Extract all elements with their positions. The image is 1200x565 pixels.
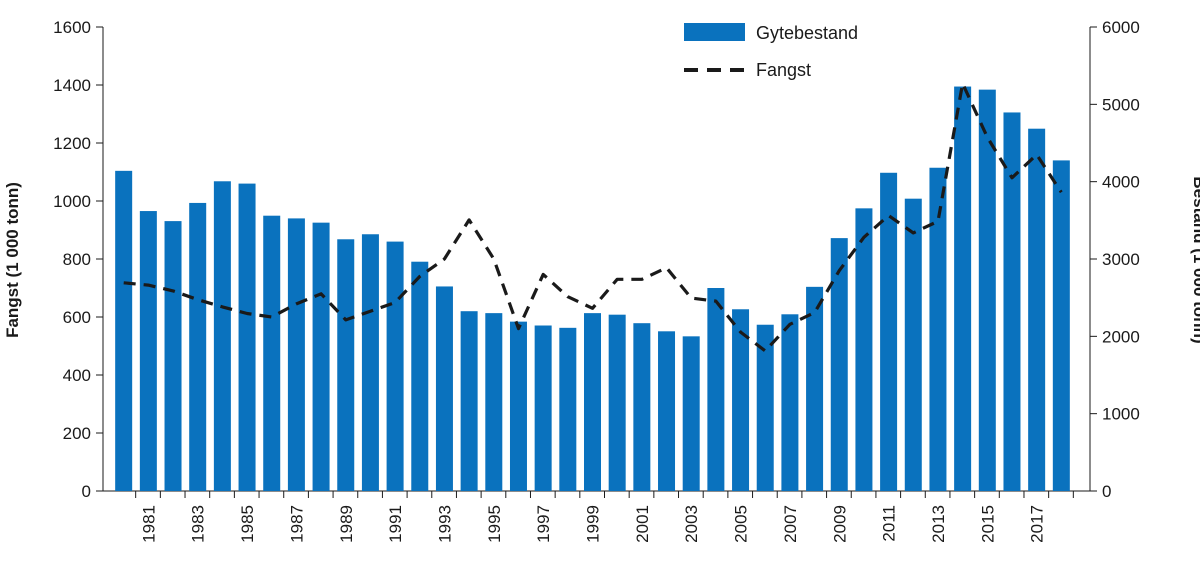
left-tick-label: 1600	[53, 18, 91, 37]
bar-gytebestand	[707, 288, 725, 491]
x-tick-label: 2007	[781, 505, 800, 543]
right-tick-label: 6000	[1102, 18, 1140, 37]
x-tick-label: 2017	[1028, 505, 1047, 543]
bar-gytebestand	[213, 181, 231, 491]
right-tick-label: 0	[1102, 482, 1111, 501]
x-tick-label: 1997	[534, 505, 553, 543]
bar-gytebestand	[978, 89, 996, 491]
bar-gytebestand	[139, 211, 157, 491]
bar-gytebestand	[435, 286, 453, 491]
x-axis: 1981 1983 1985 1987 1989 1991 1993 1995 1997 1999…	[103, 490, 1090, 543]
right-tick-label: 4000	[1102, 173, 1140, 192]
bar-gytebestand	[189, 202, 207, 491]
bar-gytebestand	[830, 238, 848, 491]
right-axis: 0 1000 2000 3000 4000 5000 6000	[1089, 18, 1140, 501]
line-fangst-path	[123, 81, 1063, 353]
left-tick-label: 600	[63, 308, 91, 327]
bar-gytebestand	[1003, 112, 1021, 491]
bar-gytebestand	[633, 323, 651, 491]
bar-gytebestand	[1052, 160, 1070, 491]
x-tick-label: 1987	[287, 505, 306, 543]
bar-gytebestand	[658, 331, 676, 491]
bar-gytebestand	[855, 208, 873, 491]
bar-gytebestand	[608, 314, 626, 491]
left-tick-label: 1400	[53, 76, 91, 95]
left-axis-title: Fangst (1 000 tonn)	[3, 182, 22, 338]
x-tick-label: 1995	[485, 505, 504, 543]
x-tick-label: 1999	[584, 505, 603, 543]
bar-gytebestand	[312, 222, 330, 492]
bar-gytebestand	[534, 325, 552, 491]
bar-gytebestand	[732, 309, 750, 491]
x-tick-label: 1981	[139, 505, 158, 543]
x-tick-label: 2015	[978, 505, 997, 543]
x-tick-label: 1989	[337, 505, 356, 543]
x-tick-label: 2001	[633, 505, 652, 543]
bar-gytebestand	[263, 215, 281, 491]
x-tick-label: 2013	[929, 505, 948, 543]
bar-gytebestand	[361, 234, 379, 491]
x-tick-label: 2011	[880, 505, 899, 542]
bar-gytebestand	[1028, 128, 1046, 491]
bar-gytebestand	[781, 314, 799, 491]
x-tick-label: 1985	[238, 505, 257, 543]
left-tick-label: 200	[63, 424, 91, 443]
left-tick-label: 1200	[53, 134, 91, 153]
bar-gytebestand	[682, 336, 700, 491]
left-tick-label: 800	[63, 250, 91, 269]
right-tick-label: 2000	[1102, 327, 1140, 346]
left-tick-label: 1000	[53, 192, 91, 211]
x-tick-label: 1983	[189, 505, 208, 543]
legend-label-gytebestand: Gytebestand	[756, 23, 858, 43]
bar-gytebestand	[164, 221, 182, 491]
bar-gytebestand	[954, 86, 972, 492]
x-tick-label: 1993	[435, 505, 454, 543]
bar-gytebestand	[559, 327, 577, 491]
left-axis: 0 200 400 600 800 1000 1200 1400 1600	[53, 18, 104, 501]
left-tick-label: 400	[63, 366, 91, 385]
bar-gytebestand	[929, 167, 947, 491]
legend-label-fangst: Fangst	[756, 60, 811, 80]
bar-gytebestand	[584, 313, 601, 491]
bar-gytebestand	[386, 241, 404, 491]
x-tick-label: 2009	[830, 505, 849, 543]
left-tick-label: 0	[82, 482, 91, 501]
right-axis-title: Bestand (1 000 tonn)	[1190, 176, 1200, 343]
bar-gytebestand	[411, 261, 429, 491]
bar-gytebestand	[238, 183, 256, 491]
bar-gytebestand	[287, 218, 305, 491]
legend-swatch-gytebestand	[684, 23, 745, 41]
bar-gytebestand	[880, 172, 898, 492]
x-tick-label: 1991	[386, 505, 405, 543]
bar-gytebestand	[509, 321, 527, 491]
x-tick-label: 2005	[732, 505, 751, 543]
bar-gytebestand	[806, 286, 824, 491]
line-fangst	[123, 81, 1063, 353]
bar-gytebestand	[115, 170, 133, 491]
right-tick-label: 3000	[1102, 250, 1140, 269]
bar-gytebestand	[485, 313, 503, 491]
bar-gytebestand	[337, 239, 355, 491]
bar-gytebestand	[460, 311, 478, 491]
bars-gytebestand	[115, 86, 1070, 492]
legend: Gytebestand Fangst	[684, 23, 858, 80]
bar-gytebestand	[756, 324, 774, 491]
bar-gytebestand	[904, 198, 922, 491]
right-tick-label: 5000	[1102, 95, 1140, 114]
x-tick-label: 2003	[682, 505, 701, 543]
right-tick-label: 1000	[1102, 405, 1140, 424]
